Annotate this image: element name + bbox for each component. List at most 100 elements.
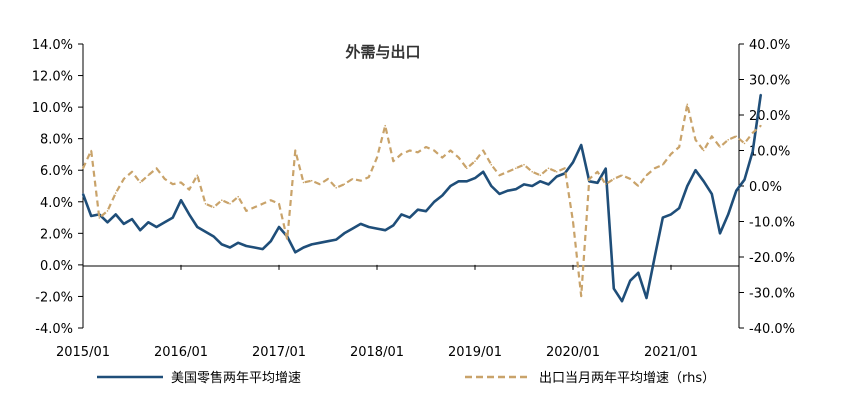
data-point-export [735,135,738,138]
data-point-export [637,185,640,187]
left-tick-label: 8.0% [40,133,73,148]
data-point-retail [547,183,550,186]
x-tick-label: 2020/01 [546,345,600,360]
data-point-retail [172,216,174,219]
data-point-export [670,153,672,155]
right-tick-label: 10.0% [749,145,790,160]
data-point-retail [637,272,640,274]
data-point-export [155,167,158,170]
data-point-export [613,178,615,180]
right-tick-label: 20.0% [749,109,790,124]
data-point-export [294,149,297,152]
data-point-retail [662,216,664,219]
right-tick-label: -40.0% [749,322,795,337]
data-point-export [588,178,591,180]
data-point-retail [229,246,231,249]
data-point-retail [221,243,223,246]
data-point-export [229,203,231,205]
data-point-retail [482,171,485,173]
data-point-export [678,146,680,148]
data-point-retail [237,242,239,244]
data-point-export [425,146,427,148]
data-point-export [392,160,395,162]
left-tick-label: 0.0% [40,259,73,274]
right-tick-label: -30.0% [749,287,795,302]
data-point-export [694,139,697,141]
data-point-export [310,179,313,182]
data-point-retail [621,300,623,303]
data-point-retail [580,144,582,146]
data-point-export [743,142,746,145]
data-point-retail [523,183,525,186]
data-point-export [466,167,468,170]
data-point-retail [90,215,92,217]
data-point-retail [302,246,305,249]
left-tick-label: -2.0% [35,290,73,305]
right-tick-label: 30.0% [749,74,790,89]
data-point-retail [392,224,395,227]
data-point-export [245,210,248,212]
data-point-export [572,220,574,223]
data-point-export [376,156,378,159]
left-tick-label: -4.0% [35,322,73,337]
data-point-retail [327,240,329,242]
data-point-export [596,171,599,173]
data-point-export [172,183,174,185]
data-point-export [604,183,607,185]
data-point-retail [139,229,141,231]
data-point-export [180,181,182,184]
legend: 美国零售两年平均增速 出口当月两年平均增速（rhs） [97,370,715,386]
right-tick-label: 40.0% [749,38,790,53]
data-point-export [621,174,623,177]
data-point-retail [278,226,280,228]
data-point-retail [351,227,354,230]
data-point-retail [760,93,762,96]
legend-item-export: 出口当月两年平均增速（rhs） [465,371,715,386]
data-point-export [302,181,305,184]
data-point-export [335,187,338,189]
data-point-export [555,171,558,173]
data-point-retail [735,189,738,192]
data-point-retail [196,226,199,228]
data-point-retail [245,245,248,247]
data-point-export [662,163,664,166]
left-tick-label: 2.0% [40,227,73,242]
series-line-retail [81,94,763,303]
data-point-retail [743,178,746,181]
data-point-retail [457,180,460,183]
data-point-export [702,149,705,152]
data-point-retail [702,180,705,183]
plot-area: 14.0% 12.0% 10.0% 8.0% 6.0% 4.0% 2.0% 0.0% -2.0%… [32,38,795,360]
data-point-export [82,167,84,170]
data-point-export [417,151,419,154]
data-point-retail [694,169,697,171]
data-point-export [90,149,92,152]
data-point-export [539,174,542,177]
left-tick-label: 4.0% [40,196,73,211]
data-point-export [359,179,362,182]
data-point-retail [155,226,158,228]
data-point-export [711,135,713,138]
data-point-export [270,199,272,201]
data-point-export [629,178,631,180]
data-point-retail [310,243,313,246]
data-point-export [384,124,387,127]
data-point-retail [751,150,754,153]
series-line-export [82,103,762,298]
data-point-export [278,203,280,205]
data-point-export [653,167,656,170]
data-point-export [237,195,239,198]
data-point-export [400,153,403,155]
data-point-export [147,174,150,177]
data-point-export [163,178,166,180]
data-point-retail [645,297,648,299]
data-point-retail [368,226,370,228]
data-point-retail [270,240,272,242]
data-point-retail [147,221,150,224]
data-point-export [131,171,133,173]
x-tick-label: 2017/01 [252,345,306,360]
data-point-retail [441,194,444,197]
data-point-retail [212,235,215,238]
data-point-export [319,183,321,185]
data-point-retail [343,232,346,235]
